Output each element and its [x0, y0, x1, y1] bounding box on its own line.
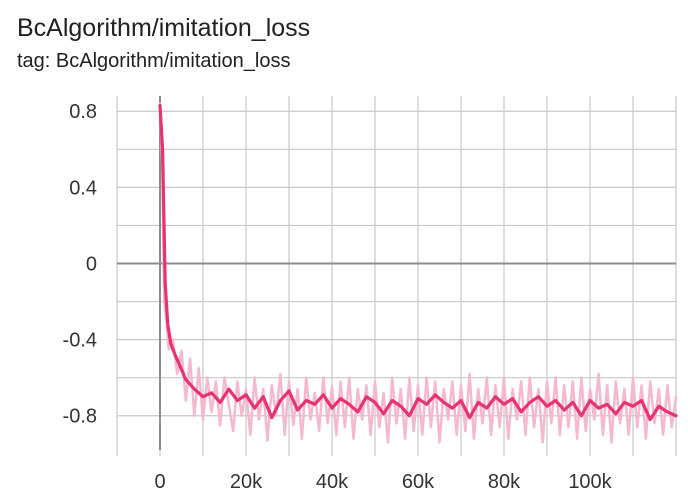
x-tick-label: 60k: [402, 471, 435, 493]
x-tick-label: 100k: [568, 471, 612, 493]
x-tick-label: 0: [154, 471, 165, 493]
series-layer: [158, 102, 678, 444]
y-tick-label: 0.8: [69, 101, 97, 123]
x-tick-label: 80k: [488, 471, 521, 493]
chart-tag: tag: BcAlgorithm/imitation_loss: [17, 50, 291, 72]
y-tick-label: -0.8: [63, 406, 97, 428]
zero-axes: [117, 96, 676, 450]
x-tick-label: 20k: [230, 471, 263, 493]
y-tick-label: 0.4: [69, 177, 97, 199]
y-tick-label: -0.4: [63, 330, 97, 352]
series-line-smoothed: [158, 103, 678, 422]
y-tick-labels: 0.8 0.4 0 -0.4 -0.8: [63, 101, 97, 428]
y-tick-label: 0: [86, 253, 97, 275]
x-tick-label: 40k: [316, 471, 349, 493]
x-tick-labels: 0 20k 40k 60k 80k 100k: [154, 471, 612, 493]
chart-title: BcAlgorithm/imitation_loss: [17, 14, 311, 42]
